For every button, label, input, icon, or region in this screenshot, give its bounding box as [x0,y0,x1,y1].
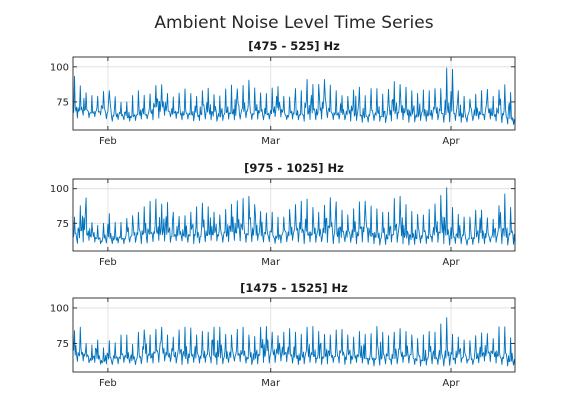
panel-title: [1475 - 1525] Hz [240,281,348,295]
y-tick-label: 100 [50,184,69,195]
x-tick-label: Mar [261,136,281,147]
x-tick-label: Feb [99,136,117,147]
series-line [72,67,516,125]
figure-title: Ambient Noise Level Time Series [154,13,433,33]
y-tick-label: 75 [56,97,69,108]
x-tick-label: Mar [261,378,281,389]
panel-475-525hz: [475 - 525] Hz 75 100 Feb Mar Apr [50,39,516,147]
y-tick-label: 75 [56,339,69,350]
x-tick-label: Apr [442,136,460,147]
x-tick-label: Feb [99,378,117,389]
axes-box [72,178,516,252]
x-tick-label: Apr [442,378,460,389]
panel-title: [975 - 1025] Hz [244,161,344,175]
y-tick-label: 75 [56,219,69,230]
x-tick-label: Mar [261,257,281,268]
panel-title: [475 - 525] Hz [248,39,340,53]
x-tick-label: Apr [442,257,460,268]
panel-1475-1525hz: [1475 - 1525] Hz 75 100 Feb Mar Apr [50,281,516,389]
series-line [72,187,516,246]
y-tick-label: 100 [50,62,69,73]
series-line [72,317,516,367]
x-tick-label: Feb [99,257,117,268]
axes-box [72,56,516,131]
panel-975-1025hz: [975 - 1025] Hz 75 100 Feb Mar Apr [50,161,516,268]
y-tick-label: 100 [50,303,69,314]
axes-box [72,297,516,373]
